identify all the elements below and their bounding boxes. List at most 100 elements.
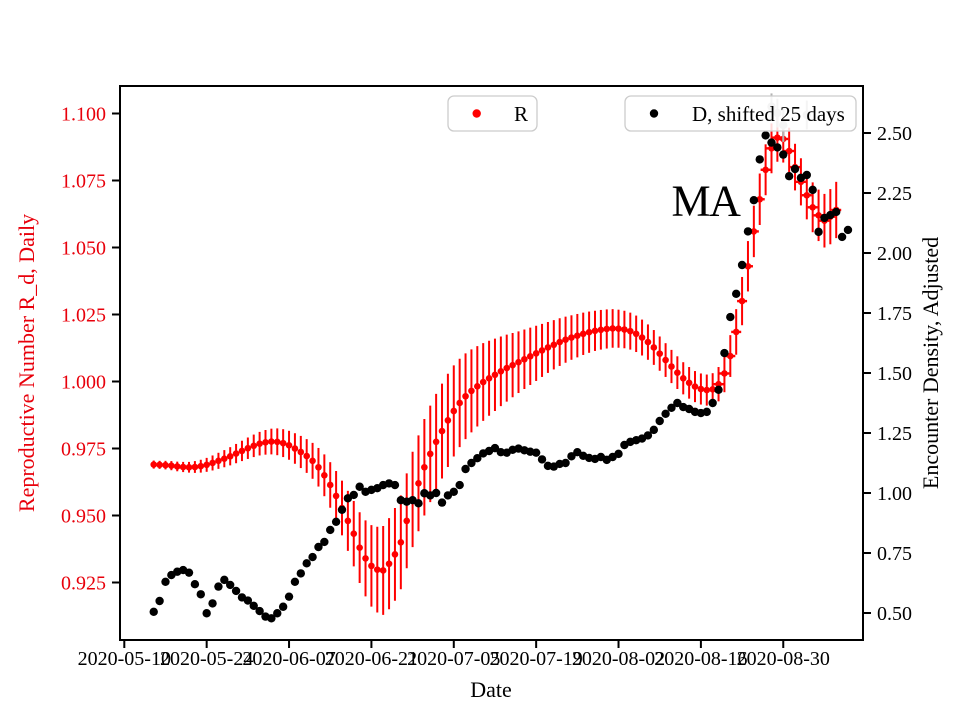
d-point bbox=[414, 499, 423, 508]
d-point bbox=[449, 487, 458, 496]
x-tick-label: 2020-07-05 bbox=[407, 648, 500, 670]
d-point bbox=[437, 498, 447, 507]
r-point bbox=[373, 566, 381, 573]
r-point bbox=[656, 350, 664, 357]
right-tick-label: 1.75 bbox=[877, 303, 912, 325]
d-point bbox=[184, 568, 194, 577]
d-point bbox=[431, 488, 441, 498]
d-point bbox=[779, 150, 788, 159]
d-point bbox=[249, 601, 258, 610]
r-point bbox=[515, 358, 522, 366]
r-point bbox=[197, 462, 205, 470]
d-point bbox=[737, 260, 747, 270]
r-point bbox=[450, 407, 458, 415]
r-point bbox=[321, 472, 328, 479]
r-point bbox=[291, 445, 299, 452]
d-point bbox=[714, 385, 723, 394]
r-point bbox=[668, 363, 675, 370]
right-tick-label: 1.25 bbox=[877, 423, 912, 445]
d-point bbox=[567, 452, 576, 461]
d-point bbox=[155, 596, 164, 606]
d-point bbox=[802, 170, 811, 180]
r-point bbox=[503, 364, 511, 372]
left-tick-label: 1.100 bbox=[61, 104, 106, 126]
r-point bbox=[250, 442, 258, 450]
right-tick-label: 2.25 bbox=[877, 183, 912, 205]
r-point bbox=[474, 383, 481, 390]
d-point bbox=[461, 464, 470, 474]
left-axis-ticks: 0.925 0.950 0.975 1.000 1.025 1.050 1.075 1.100 bbox=[61, 104, 120, 595]
r-point bbox=[344, 517, 352, 525]
r-point bbox=[226, 452, 234, 460]
r-point bbox=[526, 353, 534, 360]
d-point bbox=[731, 289, 741, 298]
d-point bbox=[455, 480, 464, 490]
d-point bbox=[667, 403, 676, 412]
r-point bbox=[209, 459, 216, 467]
r-point bbox=[262, 439, 269, 446]
r-point bbox=[332, 492, 340, 500]
r-point bbox=[256, 440, 263, 447]
x-tick-label: 2020-08-30 bbox=[737, 648, 830, 670]
d-point bbox=[220, 575, 229, 585]
r-point bbox=[462, 392, 469, 400]
r-point bbox=[279, 439, 287, 447]
d-point bbox=[208, 599, 217, 608]
d-point bbox=[755, 155, 764, 164]
d-point bbox=[302, 559, 311, 568]
r-point bbox=[391, 551, 399, 558]
right-tick-label: 0.50 bbox=[877, 603, 912, 625]
r-point bbox=[532, 350, 540, 357]
d-point bbox=[231, 586, 241, 596]
r-point bbox=[544, 344, 552, 351]
left-tick-label: 1.075 bbox=[61, 171, 106, 193]
r-point bbox=[385, 560, 393, 568]
r-point bbox=[803, 191, 811, 199]
d-point bbox=[390, 480, 400, 490]
d-point bbox=[314, 542, 323, 552]
r-point bbox=[732, 328, 740, 336]
left-axis-label: Reproductive Number R_d, Daily bbox=[14, 214, 39, 512]
r-point bbox=[444, 417, 452, 424]
r-point bbox=[727, 352, 734, 360]
legend-r-marker-icon bbox=[472, 109, 481, 118]
d-point bbox=[767, 138, 776, 147]
d-point bbox=[290, 577, 300, 586]
r-point bbox=[521, 355, 528, 363]
d-point bbox=[284, 592, 294, 601]
d-point bbox=[673, 398, 682, 408]
d-point bbox=[749, 196, 759, 205]
r-point bbox=[191, 463, 199, 471]
r-point bbox=[268, 438, 275, 445]
d-point bbox=[296, 569, 306, 578]
r-point bbox=[709, 385, 716, 393]
r-point bbox=[215, 457, 222, 465]
legend-d-label: D, shifted 25 days bbox=[692, 102, 845, 126]
d-point bbox=[214, 582, 223, 591]
x-tick-label: 2020-05-10 bbox=[78, 648, 171, 670]
r-point bbox=[603, 325, 611, 333]
r-point bbox=[556, 338, 563, 346]
left-tick-label: 0.975 bbox=[61, 439, 106, 461]
r-point bbox=[415, 480, 422, 487]
r-point bbox=[232, 450, 240, 457]
d-point bbox=[561, 458, 570, 468]
d-point bbox=[490, 443, 500, 453]
annotation-MA: MA bbox=[671, 177, 741, 226]
legend-r-box bbox=[447, 95, 538, 132]
r-point bbox=[621, 326, 628, 333]
left-tick-label: 0.925 bbox=[61, 573, 106, 595]
d-point bbox=[349, 490, 358, 500]
d-point bbox=[531, 448, 541, 457]
r-point bbox=[156, 461, 163, 469]
r-point bbox=[703, 386, 711, 394]
r-point bbox=[238, 447, 246, 455]
x-tick-label: 2020-07-19 bbox=[489, 648, 582, 670]
d-point bbox=[720, 348, 729, 358]
d-point bbox=[226, 580, 235, 590]
r-point bbox=[762, 166, 769, 174]
d-point bbox=[467, 458, 476, 468]
right-tick-label: 2.00 bbox=[877, 243, 912, 265]
r-point bbox=[591, 327, 599, 335]
